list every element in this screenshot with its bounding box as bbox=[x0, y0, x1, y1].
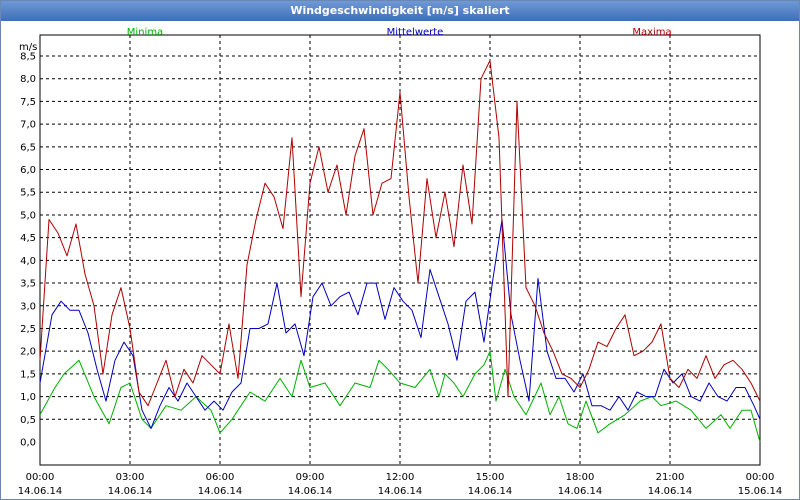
y-tick-label: 3,0 bbox=[20, 301, 36, 312]
y-tick-label: 3,5 bbox=[20, 279, 36, 290]
y-tick-label: 5,5 bbox=[20, 188, 36, 199]
legend-minima: Minima bbox=[127, 27, 163, 38]
x-tick-date: 14.06.14 bbox=[288, 486, 333, 497]
y-tick-label: 5,0 bbox=[20, 210, 36, 221]
x-tick-time: 15:00 bbox=[476, 472, 505, 483]
series-layer bbox=[39, 60, 761, 443]
y-tick-label: 0,5 bbox=[20, 415, 36, 426]
x-tick-time: 00:00 bbox=[746, 472, 775, 483]
window-title: Windgeschwindigkeit [m/s] skaliert bbox=[1, 1, 799, 21]
x-tick-date: 14.06.14 bbox=[198, 486, 243, 497]
y-tick-label: 4,5 bbox=[20, 233, 36, 244]
y-tick-label: 8,0 bbox=[20, 74, 36, 85]
series-line-maxima bbox=[39, 60, 761, 407]
y-tick-label: 0,0 bbox=[20, 438, 36, 449]
x-tick-time: 06:00 bbox=[206, 472, 235, 483]
y-tick-label: 2,0 bbox=[20, 347, 36, 358]
x-tick-date: 14.06.14 bbox=[378, 486, 423, 497]
labels-layer: 0,0 0,5 1,0 1,5 2,0 2,5 3,0 3,5 4,0 4,5 5,0 5,5 6,0 6… bbox=[18, 27, 783, 497]
y-tick-label: 7,0 bbox=[20, 120, 36, 131]
x-tick-date: 14.06.14 bbox=[468, 486, 513, 497]
y-tick-label: 8,5 bbox=[20, 52, 36, 63]
x-tick-time: 03:00 bbox=[116, 472, 145, 483]
y-tick-label: 7,5 bbox=[20, 97, 36, 108]
series-line-minima bbox=[39, 350, 761, 443]
y-tick-label: 4,0 bbox=[20, 256, 36, 267]
x-tick-date: 14.06.14 bbox=[108, 486, 153, 497]
y-tick-label: 1,0 bbox=[20, 392, 36, 403]
x-tick-time: 12:00 bbox=[386, 472, 415, 483]
x-tick-date: 15.06.14 bbox=[738, 486, 783, 497]
y-tick-label: 1,5 bbox=[20, 369, 36, 380]
axes bbox=[39, 34, 761, 466]
x-tick-time: 09:00 bbox=[296, 472, 325, 483]
y-axis-label: m/s bbox=[19, 42, 37, 53]
x-tick-date: 14.06.14 bbox=[558, 486, 603, 497]
y-tick-label: 2,5 bbox=[20, 324, 36, 335]
y-tick-label: 6,5 bbox=[20, 142, 36, 153]
x-tick-date: 14.06.14 bbox=[18, 486, 63, 497]
x-tick-date: 14.06.14 bbox=[648, 486, 693, 497]
x-tick-time: 18:00 bbox=[566, 472, 595, 483]
legend-maxima: Maxima bbox=[632, 27, 671, 38]
x-tick-time: 21:00 bbox=[656, 472, 685, 483]
series-line-mittelwerte bbox=[39, 219, 761, 429]
y-tick-label: 6,0 bbox=[20, 165, 36, 176]
plot-frame bbox=[39, 34, 761, 466]
grid bbox=[40, 35, 760, 465]
legend-mittelwerte: Mittelwerte bbox=[387, 27, 444, 38]
x-tick-time: 00:00 bbox=[26, 472, 55, 483]
